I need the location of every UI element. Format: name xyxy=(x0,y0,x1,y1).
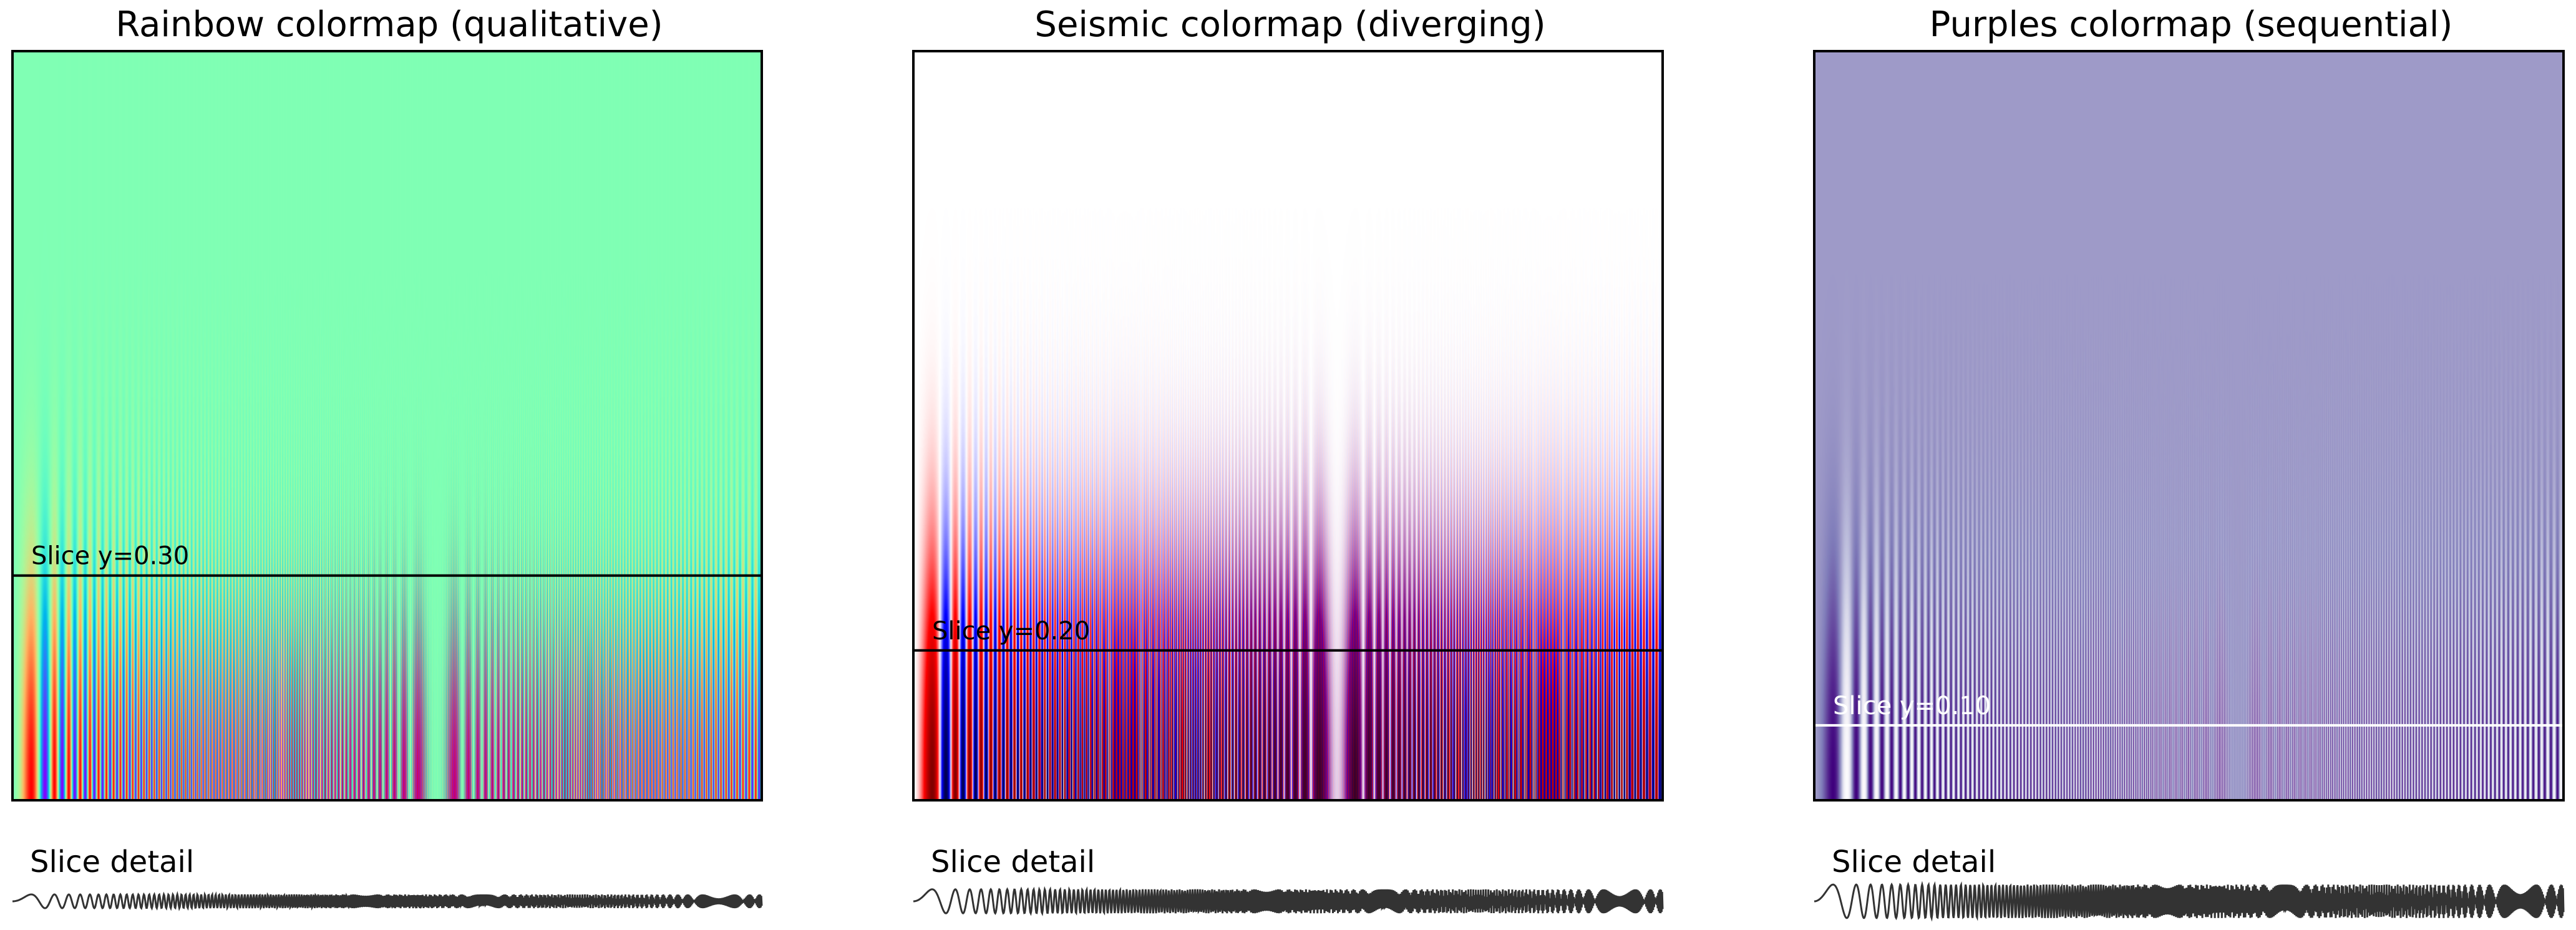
panel-seismic: Seismic colormap (diverging) Slice y=0.2… xyxy=(912,4,1664,916)
slice-label-rainbow: Slice y=0.30 xyxy=(31,542,189,571)
panel-rainbow: Rainbow colormap (qualitative) Slice y=0… xyxy=(11,4,763,911)
panel-purples: Purples colormap (sequential) Slice y=0.… xyxy=(1813,4,2565,922)
heatmap-frame-seismic xyxy=(912,50,1664,802)
heatmap-image-rainbow xyxy=(12,51,762,800)
heatmap-frame-purples xyxy=(1813,50,2565,802)
chart-title-rainbow: Rainbow colormap (qualitative) xyxy=(115,4,663,45)
heatmap-image-purples xyxy=(1814,51,2564,800)
detail-label-seismic: Slice detail xyxy=(931,845,1095,879)
heatmap-image-seismic xyxy=(913,51,1663,800)
detail-label-rainbow: Slice detail xyxy=(30,845,194,879)
heatmap-frame-rainbow xyxy=(11,50,763,802)
detail-label-purples: Slice detail xyxy=(1832,845,1996,879)
detail-line-purples xyxy=(1814,881,2565,922)
detail-line-seismic xyxy=(913,886,1664,916)
slice-label-seismic: Slice y=0.20 xyxy=(932,617,1090,646)
slice-label-purples: Slice y=0.10 xyxy=(1833,692,1991,720)
chart-title-purples: Purples colormap (sequential) xyxy=(1930,4,2453,45)
chart-title-seismic: Seismic colormap (diverging) xyxy=(1034,4,1545,45)
detail-line-rainbow xyxy=(12,891,763,911)
